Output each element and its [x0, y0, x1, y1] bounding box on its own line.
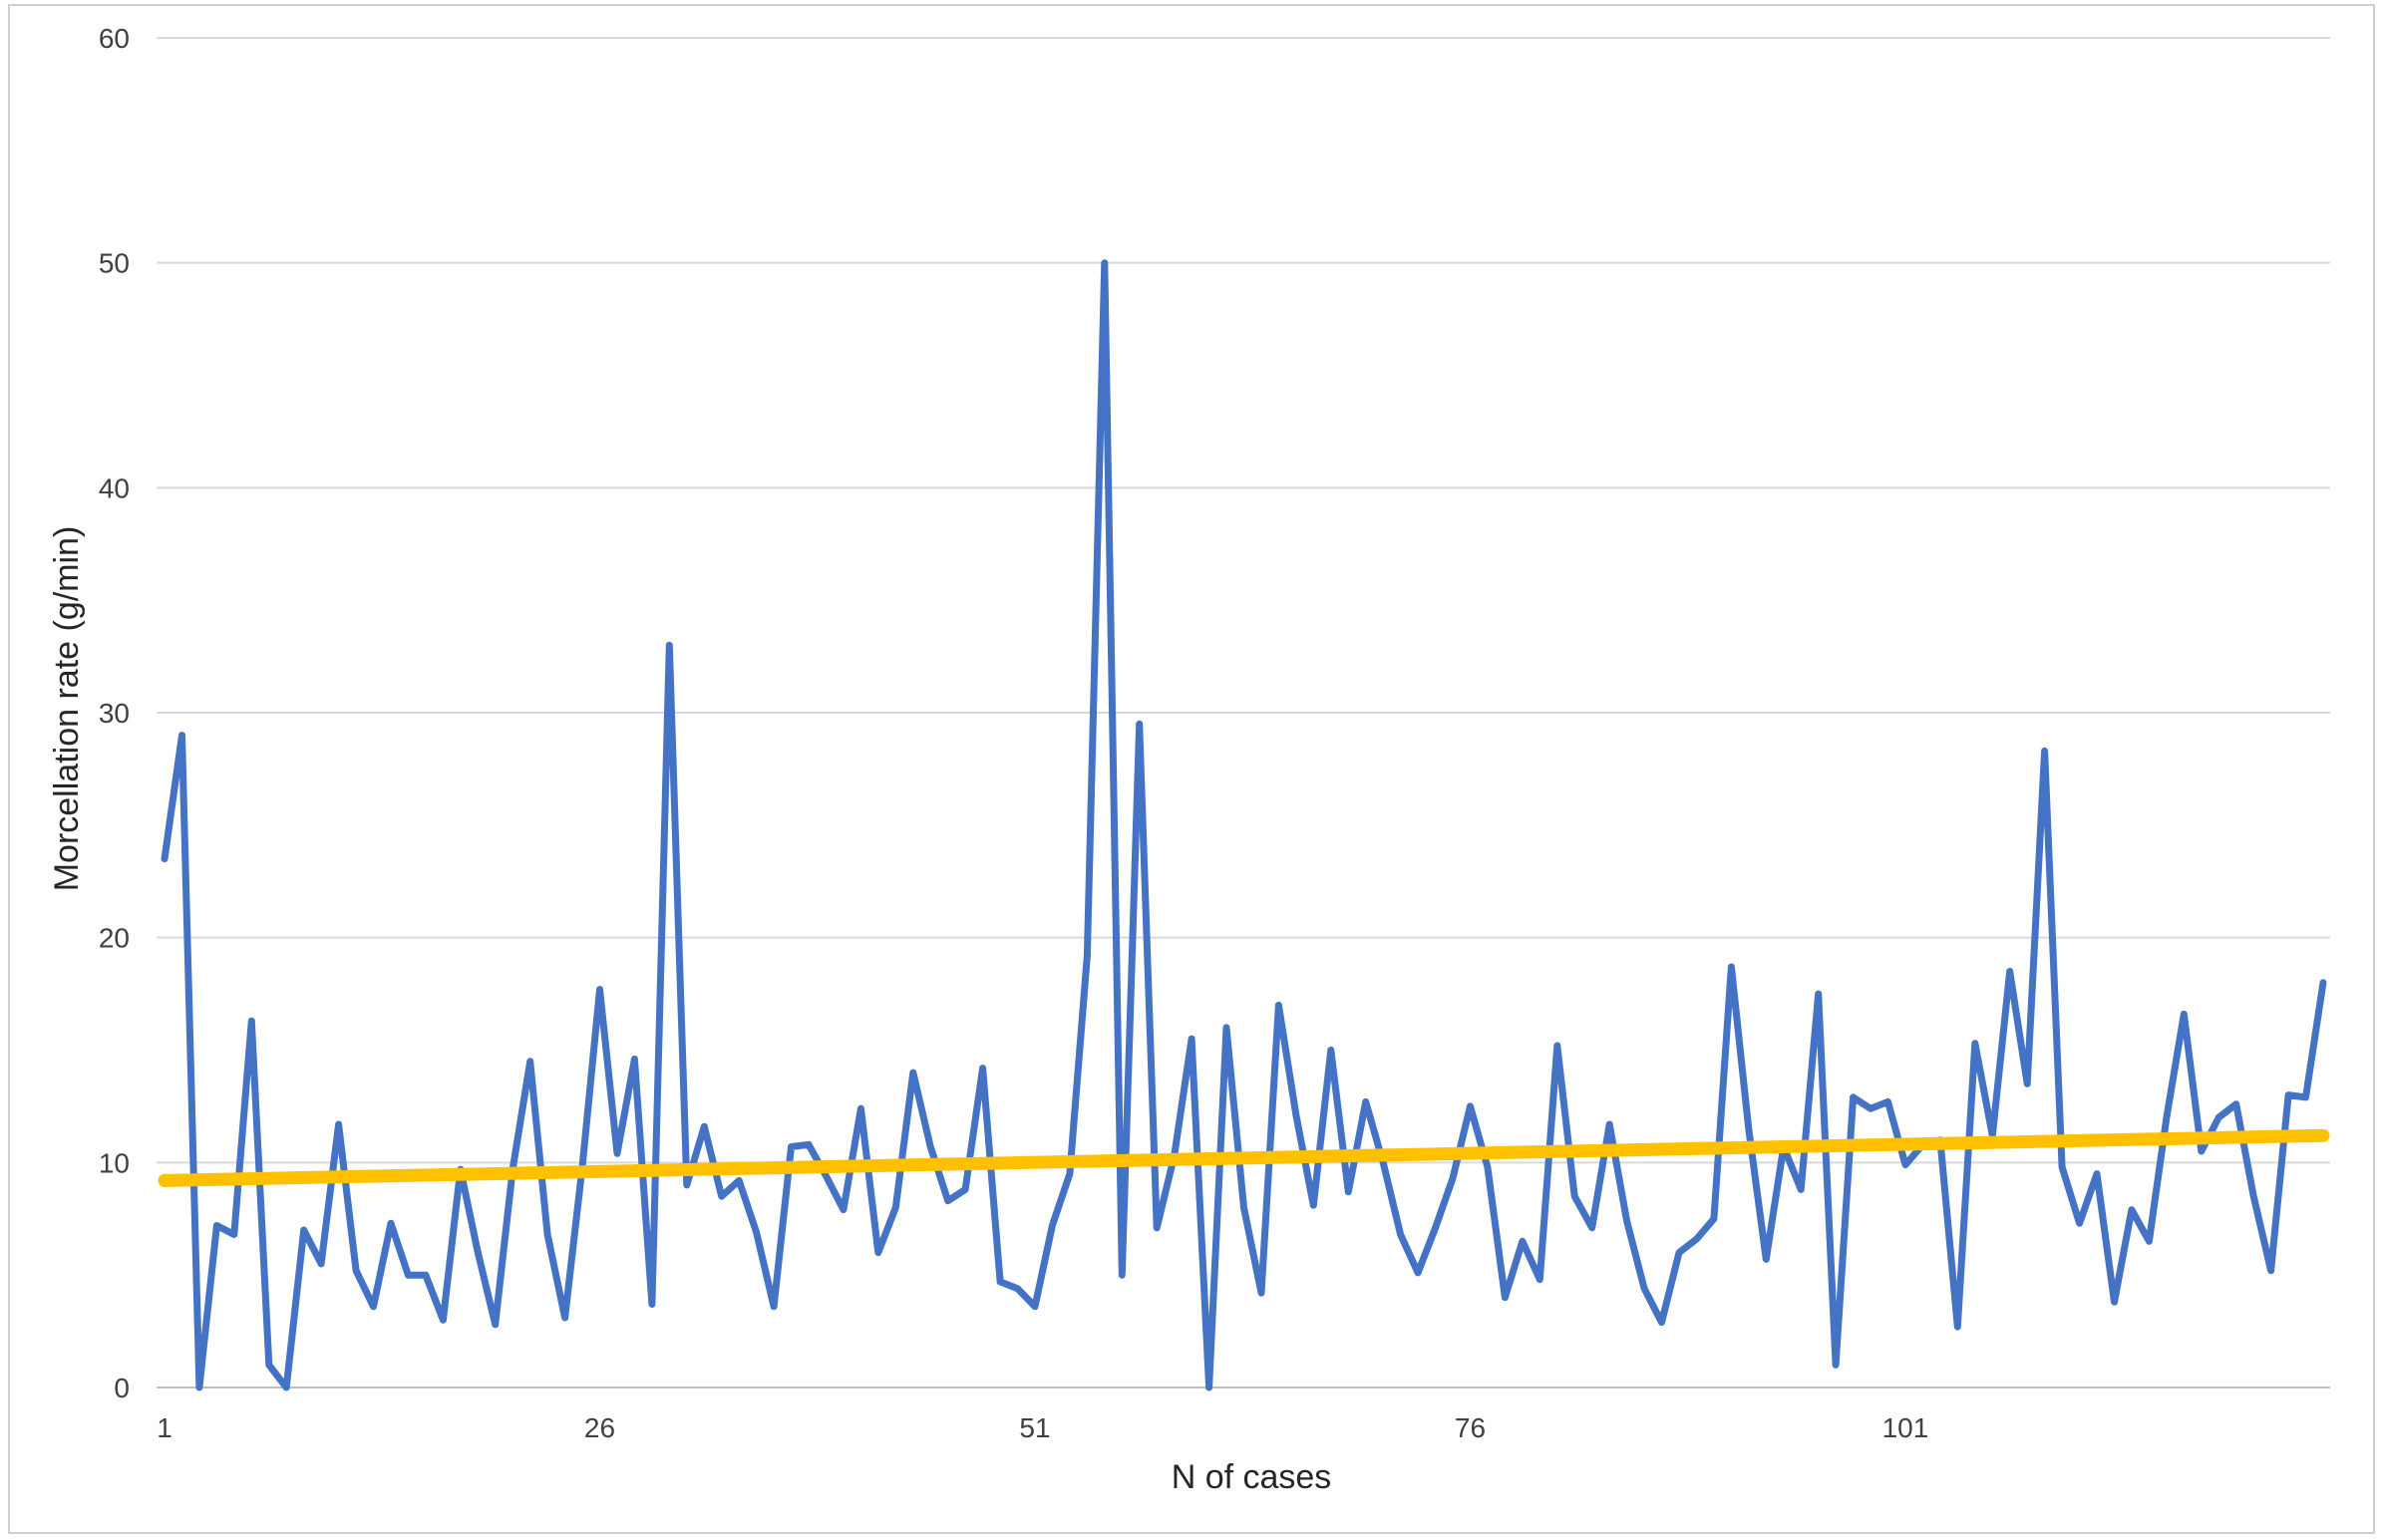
y-axis-title: Morcellation rate (g/min): [48, 526, 86, 892]
y-tick-label: 60: [99, 23, 130, 54]
trend-line: [158, 1128, 2330, 1187]
morcellation-rate-line: [161, 259, 2327, 1391]
x-tick-label: 101: [1882, 1412, 1929, 1443]
y-tick-label: 0: [114, 1373, 130, 1403]
x-axis-ticks: 1 26 51 76 101: [157, 1412, 1928, 1443]
chart-frame: [8, 4, 2375, 1534]
y-tick-label: 20: [99, 923, 130, 954]
y-tick-label: 30: [99, 698, 130, 729]
x-tick-label: 51: [1019, 1412, 1050, 1443]
y-tick-label: 40: [99, 472, 130, 503]
y-tick-label: 10: [99, 1147, 130, 1178]
x-axis-title: N of cases: [1172, 1458, 1332, 1496]
x-tick-label: 76: [1455, 1412, 1486, 1443]
x-tick-label: 1: [157, 1412, 172, 1443]
x-tick-label: 26: [584, 1412, 615, 1443]
y-tick-label: 50: [99, 248, 130, 279]
y-axis-ticks: 0 10 20 30 40 50 60: [99, 23, 130, 1403]
